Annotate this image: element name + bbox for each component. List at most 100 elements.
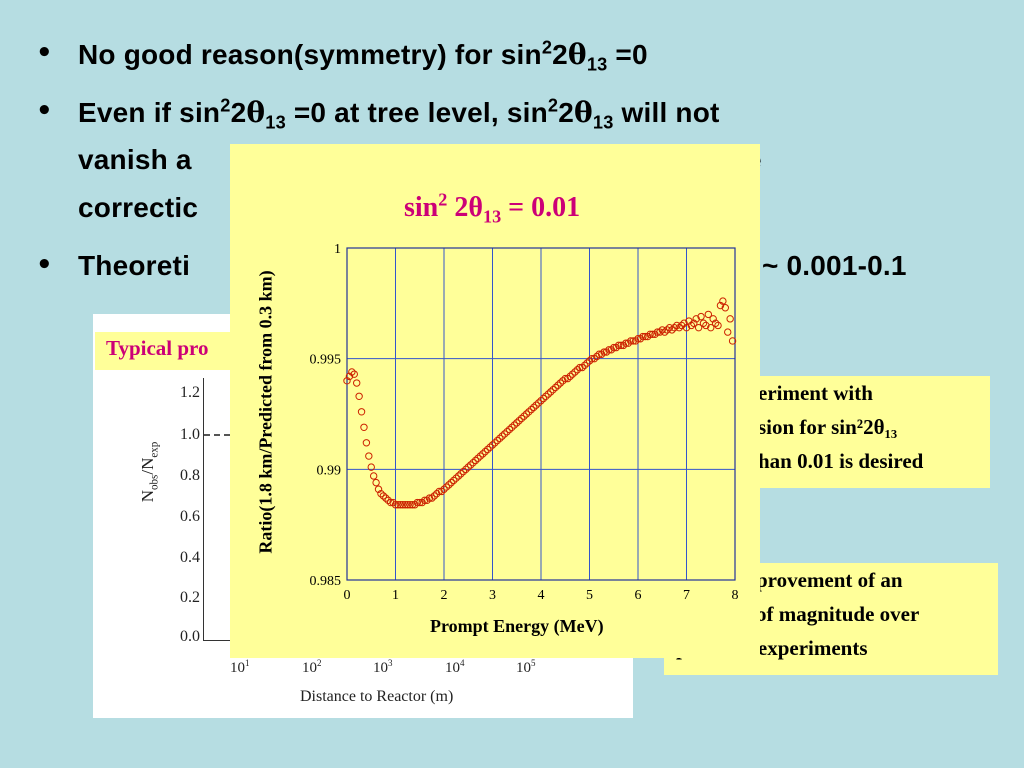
- data-point: [685, 317, 693, 325]
- note2-line: of magnitude over: [756, 602, 920, 626]
- data-point: [391, 501, 400, 509]
- data-point: [673, 321, 681, 330]
- x-tick-label: 4: [538, 588, 545, 603]
- data-point: [724, 328, 732, 336]
- data-point: [425, 494, 434, 502]
- data-point: [435, 487, 443, 496]
- bg-y-tick: 0.2: [180, 589, 200, 606]
- data-point: [716, 301, 725, 310]
- data-point: [656, 328, 664, 336]
- bullet-text-part: 2: [547, 95, 559, 116]
- background-plot-title: Typical pro: [106, 336, 209, 360]
- data-point: [682, 323, 691, 332]
- note1-line: sion for sin²2θ₁₃: [758, 415, 898, 439]
- bullet-text-part: θ: [567, 38, 587, 71]
- data-point: [466, 461, 475, 469]
- data-point: [394, 501, 402, 509]
- data-point: [389, 498, 397, 507]
- data-point: [556, 379, 565, 387]
- x-tick-label: 6: [635, 588, 642, 603]
- bullet-text-part: 13: [265, 112, 286, 133]
- data-point: [614, 341, 623, 350]
- bullet-dot-1: •: [36, 38, 53, 68]
- data-point: [631, 337, 640, 345]
- data-point: [709, 315, 717, 323]
- data-point: [357, 408, 366, 416]
- data-point: [384, 496, 392, 505]
- data-point: [433, 489, 441, 498]
- data-point: [500, 430, 509, 438]
- data-point: [517, 414, 526, 423]
- data-point: [627, 337, 635, 345]
- bullet-text-part: 2: [558, 97, 574, 128]
- x-tick-label: 8: [732, 588, 739, 603]
- data-point: [551, 383, 560, 392]
- data-point: [668, 326, 676, 334]
- data-point: [408, 501, 417, 509]
- data-point: [559, 377, 567, 385]
- data-point: [343, 377, 351, 385]
- data-point: [576, 363, 584, 372]
- data-point: [542, 392, 550, 400]
- chart-y-axis-label: Ratio(1.8 km/Predicted from 0.3 km): [255, 270, 276, 554]
- data-point: [476, 452, 485, 460]
- chart-title: sin2 2θ13 = 0.01: [404, 189, 581, 227]
- data-point: [641, 332, 649, 341]
- data-point: [479, 450, 487, 458]
- bg-y-tick: 0.4: [180, 549, 200, 566]
- bg-x-tick: 102: [302, 658, 322, 677]
- data-point: [675, 323, 683, 332]
- data-point: [610, 343, 618, 352]
- data-point: [505, 425, 514, 434]
- note1-line: han 0.01 is desired: [758, 449, 924, 473]
- data-point: [648, 330, 657, 339]
- x-tick-label: 0: [344, 588, 351, 603]
- data-point: [420, 496, 429, 505]
- data-point: [416, 498, 424, 507]
- bg-x-tick: 101: [230, 658, 250, 677]
- data-point: [619, 341, 628, 350]
- data-point: [379, 492, 388, 500]
- bullet-text-part: correctic: [78, 192, 199, 223]
- data-point: [699, 319, 708, 327]
- data-point: [561, 374, 569, 383]
- data-point: [726, 315, 734, 323]
- data-point: [437, 487, 446, 496]
- data-point: [483, 445, 492, 454]
- bg-y-tick: 1.0: [180, 426, 200, 443]
- bullet-3-line-1: Theoreti: [78, 250, 190, 282]
- data-point: [690, 319, 698, 327]
- data-point: [629, 337, 637, 345]
- background-plot-x-label: Distance to Reactor (m): [300, 688, 454, 705]
- bullet-text-part: 2: [552, 39, 568, 70]
- data-point: [450, 476, 458, 485]
- data-point: [423, 496, 431, 505]
- x-tick-label: 7: [683, 588, 690, 603]
- data-point: [665, 323, 674, 332]
- y-tick-label: 0.995: [310, 353, 342, 368]
- data-point: [459, 467, 468, 476]
- data-point: [692, 315, 700, 323]
- data-point: [527, 405, 535, 414]
- bullet-1-line-1: No good reason(symmetry) for sin22θ13 =0: [78, 38, 648, 74]
- data-point: [680, 319, 688, 327]
- bg-y-tick: 1.2: [180, 384, 200, 401]
- data-point: [513, 419, 521, 427]
- bullet-2-line-3: correctic: [78, 192, 198, 224]
- data-point: [532, 401, 540, 409]
- bullet-dot-3: •: [36, 250, 53, 280]
- data-point: [658, 326, 666, 334]
- data-point: [711, 319, 720, 327]
- data-point: [602, 348, 611, 356]
- data-point: [386, 498, 395, 507]
- bg-x-tick: 105: [516, 658, 536, 677]
- data-point: [403, 501, 412, 509]
- data-point: [549, 385, 557, 394]
- data-point: [488, 441, 497, 449]
- background-plot-reference-line: [204, 434, 230, 436]
- data-point: [714, 321, 722, 330]
- data-point: [491, 439, 499, 447]
- data-point: [704, 310, 713, 319]
- data-point: [367, 463, 375, 471]
- data-point: [503, 428, 511, 436]
